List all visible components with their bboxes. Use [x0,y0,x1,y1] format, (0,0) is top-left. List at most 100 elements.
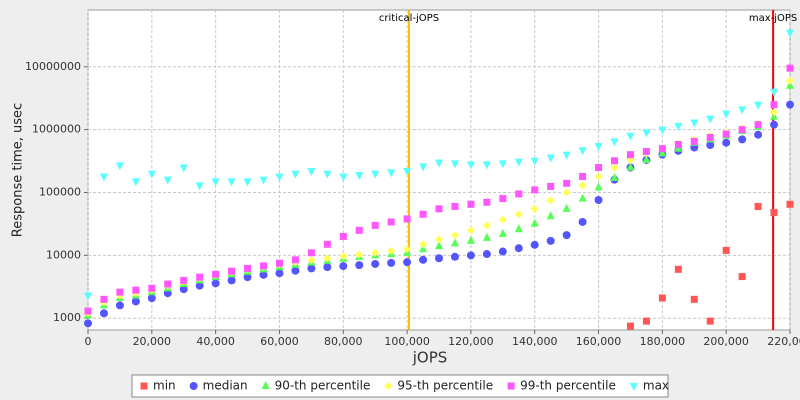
data-point [626,132,635,141]
data-point [722,130,730,138]
data-point [387,218,395,226]
data-point [419,163,428,172]
data-point [674,265,682,273]
legend-marker [140,382,148,390]
legend-label: median [203,379,248,393]
data-point [180,276,188,284]
data-point [706,140,715,149]
x-tick-label: 200,000 [703,335,749,348]
data-point [626,151,634,159]
data-point [355,171,364,180]
data-point [754,202,762,210]
data-point [786,29,794,38]
data-point [259,270,268,279]
data-point [722,138,731,147]
data-point [547,182,555,190]
data-point [546,196,555,205]
x-tick-label: 40,000 [196,335,235,348]
data-point [466,251,475,260]
plot-area [87,9,791,331]
data-point [99,173,108,182]
data-point [195,281,204,290]
data-point [195,182,204,191]
x-tick-label: 80,000 [324,335,363,348]
data-point [690,295,698,303]
data-point [531,186,539,194]
data-point [131,178,140,187]
data-point [467,200,475,208]
legend-label: max [643,379,669,393]
data-point [563,179,571,187]
data-point [371,248,380,257]
data-point [435,235,443,244]
data-point [482,232,491,241]
x-tick-label: 140,000 [512,335,558,348]
data-point [738,106,747,115]
data-point [658,126,667,135]
data-point [419,210,427,218]
legend-label: 90-th percentile [275,379,371,393]
data-point [482,250,491,259]
data-point [770,108,779,117]
data-point [786,64,794,72]
data-point [514,210,523,219]
data-point [546,236,555,245]
data-point [355,226,363,234]
data-point [610,173,619,182]
data-point [307,256,316,265]
data-point [595,163,603,171]
x-tick-label: 100,000 [384,335,430,348]
data-point [387,246,396,255]
data-point [530,218,539,227]
data-point [84,307,92,315]
data-point [770,101,778,109]
data-point [466,161,475,170]
data-point [690,137,698,145]
data-point [690,119,699,128]
data-point [291,256,299,264]
x-tick-label: 220,000 [767,335,800,348]
data-point [227,178,236,187]
data-point [403,245,412,254]
data-point [323,263,332,272]
legend-box [131,374,669,398]
data-point [387,258,396,267]
data-point [611,157,618,165]
data-point [323,240,331,248]
data-point [451,202,459,210]
x-tick-label: 60,000 [260,335,299,348]
data-point [594,195,603,204]
data-point [260,262,267,270]
legend-marker [189,382,198,390]
data-point [770,88,779,97]
legend-label: 95-th percentile [397,379,493,393]
data-point [674,122,683,131]
data-point [482,221,491,230]
data-point [498,160,507,169]
data-point [179,164,188,173]
annotation-label: critical-jOPS [379,13,439,24]
data-point [339,252,348,261]
data-point [498,215,507,224]
legend-marker [261,381,270,389]
data-point [211,178,220,187]
data-point [259,176,268,185]
data-point [626,322,634,330]
data-point [578,217,587,226]
data-point [147,170,156,179]
data-point [546,154,555,163]
data-point [450,231,459,240]
data-point [307,264,316,273]
data-point [594,182,603,191]
data-point [498,228,507,237]
data-point [115,162,124,171]
data-point [291,170,300,179]
data-point [244,264,252,272]
data-point [100,295,108,303]
data-point [387,169,396,178]
data-point [722,246,730,254]
data-point [275,173,284,182]
data-point [275,259,283,267]
